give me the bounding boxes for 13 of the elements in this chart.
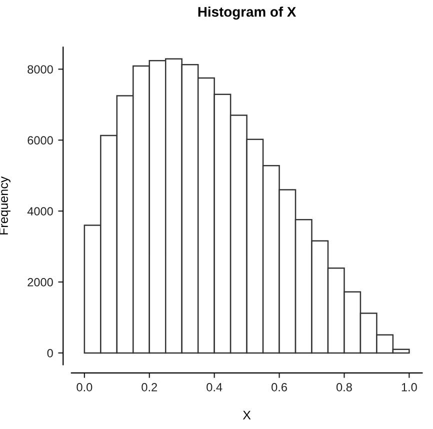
y-tick-label: 4000 [27, 207, 53, 216]
chart-title: Histogram of X [198, 6, 296, 20]
x-axis-title: X [242, 410, 251, 420]
x-tick-label: 0.2 [142, 383, 157, 392]
x-tick-label: 0.0 [76, 383, 92, 392]
x-tick-label: 0.8 [336, 383, 352, 392]
y-tick-label: 8000 [28, 65, 53, 74]
x-tick-label: 1.0 [402, 383, 417, 392]
y-tick-label: 0 [47, 348, 53, 358]
x-tick-label: 0.6 [272, 383, 287, 392]
x-tick-label: 0.4 [206, 383, 222, 392]
y-tick-label: 6000 [28, 136, 53, 145]
y-tick-label: 2000 [28, 278, 53, 286]
